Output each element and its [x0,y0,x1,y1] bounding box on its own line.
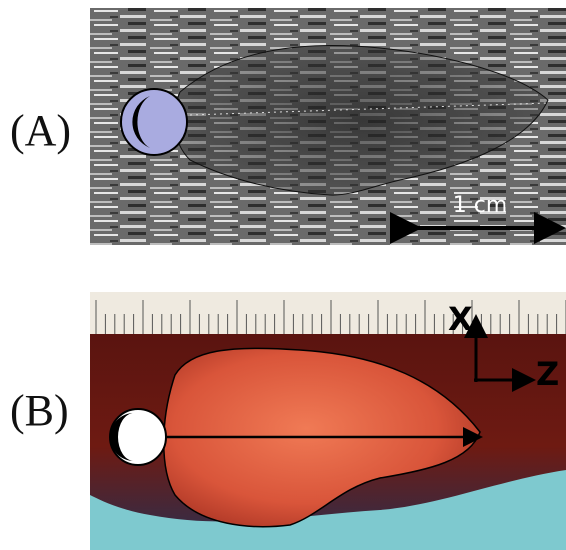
scale-label: 1 cm [453,193,508,218]
eye-icon [120,88,188,156]
lesion-outline [173,44,549,196]
x-axis-label: X [448,300,473,338]
panel-b: X Z (B) [10,292,566,550]
ruler-ticks [95,300,566,334]
eye-pupil [110,413,134,461]
panel-label: (B) [10,386,69,435]
panel-a: 1 cm (A) [10,8,566,245]
z-axis-label: Z [536,355,559,393]
eye-icon [109,408,167,466]
eye-pupil [132,96,150,148]
panel-label: (A) [10,106,71,155]
